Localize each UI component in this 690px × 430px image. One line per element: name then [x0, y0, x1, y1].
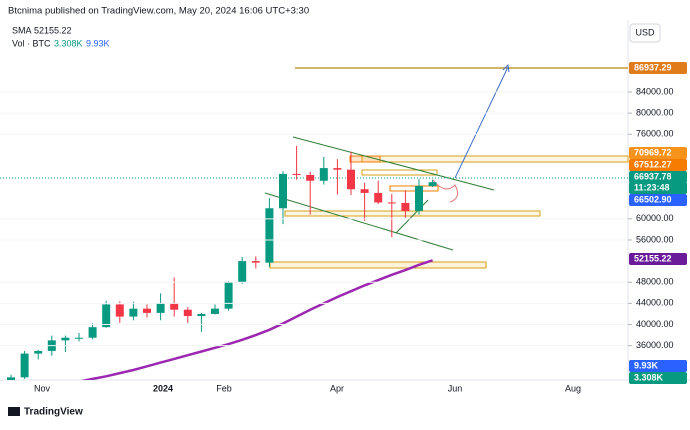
- candle-body: [401, 202, 410, 211]
- x-tick-label: 2024: [153, 383, 173, 393]
- candle-body: [183, 309, 192, 317]
- price-tag: [629, 253, 687, 265]
- y-tick-label: 44000.00: [636, 298, 674, 308]
- candle-body: [224, 282, 233, 309]
- candle-body: [279, 173, 287, 209]
- price-tag: [629, 182, 687, 194]
- candle-body: [347, 169, 355, 190]
- candle-body: [170, 303, 179, 310]
- drawings: [0, 63, 629, 269]
- candle-body: [333, 168, 342, 170]
- price-tag: [629, 194, 687, 206]
- price-tag: [629, 372, 687, 384]
- candle-body: [75, 337, 83, 339]
- y-tick-label: 76000.00: [636, 129, 674, 139]
- price-tag-label: 67512.27: [634, 159, 672, 169]
- legend-vol-label: Vol · BTC: [12, 38, 51, 48]
- candle-body: [115, 304, 124, 317]
- candle-body: [319, 168, 328, 181]
- price-tag: [629, 147, 687, 159]
- candle-body: [102, 304, 111, 328]
- candle-body: [143, 308, 151, 313]
- legend-sma-label: SMA: [12, 25, 32, 35]
- price-tag-label: 86937.29: [634, 62, 672, 72]
- price-tag: [629, 159, 687, 171]
- y-tick-label: 48000.00: [636, 277, 674, 287]
- price-tag-label: 3.308K: [634, 372, 664, 382]
- y-tick-label: 36000.00: [636, 340, 674, 350]
- candle-body: [197, 313, 206, 317]
- candle-body: [88, 327, 97, 338]
- candle-body: [251, 261, 260, 263]
- candle-body: [156, 303, 165, 313]
- y-tick-label: 80000.00: [636, 108, 674, 118]
- y-tick-label: 40000.00: [636, 319, 674, 329]
- price-tag: [629, 360, 687, 372]
- x-tick-label: Jun: [448, 383, 463, 393]
- price-tag-label: 11:23:48: [634, 182, 670, 192]
- legend-vol-value: 9.93K: [86, 38, 110, 48]
- legend-vol-value: 3.308K: [54, 38, 83, 48]
- candle-body: [238, 261, 247, 283]
- price-tag-label: 52155.22: [634, 253, 672, 263]
- currency-button[interactable]: [629, 23, 661, 43]
- footer-text: TradingView: [24, 407, 83, 418]
- x-tick-label: Apr: [330, 383, 344, 393]
- legend-sma-value: 52155.22: [34, 25, 72, 35]
- x-tick-label: Nov: [34, 383, 51, 393]
- price-tag: [629, 171, 687, 183]
- price-tag-label: 66502.90: [634, 194, 672, 204]
- candle-body: [374, 192, 383, 203]
- price-tag-label: 70969.72: [634, 147, 672, 157]
- x-tick-label: Aug: [565, 383, 581, 393]
- candle-body: [129, 308, 138, 317]
- footer: TradingView: [8, 407, 83, 418]
- candle-body: [211, 308, 219, 314]
- price-tag-label: 66937.78: [634, 171, 672, 181]
- candle-body: [306, 174, 315, 181]
- candle-body: [292, 173, 301, 175]
- candle-body: [34, 350, 43, 354]
- candle-body: [360, 189, 369, 193]
- currency[interactable]: USD: [635, 27, 655, 37]
- price-tag: [629, 62, 687, 74]
- candle-body: [61, 337, 70, 341]
- candle-body: [265, 208, 274, 263]
- candle-body: [415, 186, 423, 211]
- candle-body: [7, 377, 15, 380]
- candle-body: [387, 202, 396, 204]
- x-tick-label: Feb: [216, 383, 232, 393]
- y-tick-label: 84000.00: [636, 86, 674, 96]
- candle-body: [20, 353, 29, 378]
- candle-body: [428, 182, 437, 187]
- y-tick-label: 56000.00: [636, 234, 674, 244]
- y-tick-label: 60000.00: [636, 213, 674, 223]
- header: Btcnima published on TradingView.com, Ma…: [8, 6, 309, 17]
- price-tag-label: 9.93K: [634, 360, 659, 370]
